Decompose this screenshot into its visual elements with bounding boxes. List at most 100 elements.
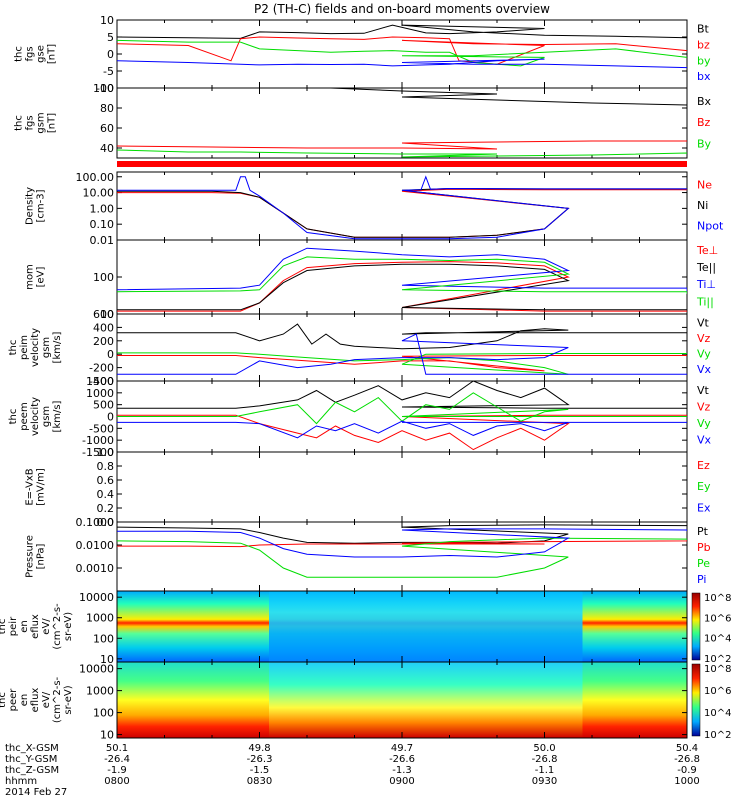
x-row-value: 0900 xyxy=(389,776,414,787)
y-axis-label-line: thc xyxy=(8,340,19,356)
y-axis-label-line: sr-eV) xyxy=(63,612,74,641)
y-axis-label: mom[eV] xyxy=(25,264,47,290)
legend-entry: Vy xyxy=(697,348,711,361)
colorbar-label: 10^2 xyxy=(704,730,731,741)
y-axis-label-line: eflux xyxy=(30,614,41,639)
legend-entry: Vz xyxy=(697,401,711,414)
legend-entry: Ex xyxy=(697,501,711,514)
colorbar-label-base: 10^4 xyxy=(704,708,731,719)
y-axis-label-line: Pressure xyxy=(25,535,36,578)
y-tick-label: 0 xyxy=(107,411,114,424)
legend-entry: Pt xyxy=(697,525,709,538)
y-tick-label: 1000 xyxy=(86,387,114,400)
y-tick-label: 0.2 xyxy=(97,502,115,515)
colorbar-label-base: 10^2 xyxy=(704,730,731,741)
legend-entry: Bt xyxy=(697,23,710,36)
status-bar xyxy=(117,161,687,167)
spectrogram-inner-region xyxy=(269,591,583,662)
legend-entry: Vt xyxy=(697,316,710,329)
y-tick-label: 0.6 xyxy=(97,474,115,487)
y-tick-label: 0 xyxy=(107,48,114,61)
y-axis-label-line: Density xyxy=(25,187,36,225)
y-tick-label: 0 xyxy=(107,348,114,361)
y-tick-label: 80 xyxy=(100,102,114,115)
y-axis-label-line: peer xyxy=(8,688,19,712)
y-axis-label: Density[cm-3] xyxy=(25,187,47,225)
legend-entry: Ey xyxy=(697,480,711,493)
colorbar-label-base: 10^6 xyxy=(704,613,731,624)
x-row-value: 1000 xyxy=(674,776,699,787)
legend-entry: Vt xyxy=(697,384,710,397)
y-tick-label: 40 xyxy=(100,142,114,155)
colorbar-label: 10^8 xyxy=(704,593,731,604)
y-axis-label-line: (cm^2-s- xyxy=(52,676,63,723)
x-row-value: -1.5 xyxy=(250,765,270,776)
y-axis-label-line: [nT] xyxy=(47,44,58,64)
colorbar-label-base: 10^8 xyxy=(704,664,731,675)
figure-title: P2 (TH-C) fields and on-board moments ov… xyxy=(254,2,550,16)
legend-entry: bz xyxy=(697,38,710,51)
x-row-label: thc_Z-GSM xyxy=(5,765,59,776)
y-axis-label-line: peir xyxy=(8,616,19,636)
y-axis-label-line: [km/s] xyxy=(52,400,63,432)
y-tick-label: 600 xyxy=(93,308,114,321)
y-tick-label: 0.8 xyxy=(97,460,115,473)
colorbar-label-base: 10^8 xyxy=(704,593,731,604)
y-axis-label-line: gsm xyxy=(36,112,47,133)
y-tick-label: 0.1000 xyxy=(76,516,115,529)
y-tick-label: 60 xyxy=(100,122,114,135)
y-tick-label: 100 xyxy=(93,271,114,284)
legend-entry: Ti|| xyxy=(696,295,714,308)
y-tick-label: 0.0010 xyxy=(76,562,115,575)
y-axis-label-line: eV/ xyxy=(41,618,52,635)
x-row-value: 50.0 xyxy=(533,743,555,754)
legend-entry: Pi xyxy=(697,573,706,586)
y-axis-label-line: en xyxy=(19,694,30,707)
y-axis-label-line: thc xyxy=(0,692,8,708)
y-axis-label: thcfgsgse[nT] xyxy=(14,44,58,64)
legend-entry: Vx xyxy=(697,434,712,447)
y-tick-label: 1000 xyxy=(86,685,114,698)
y-axis-label: E=-VxB[mV/m] xyxy=(25,468,47,506)
y-axis-label-line: gse xyxy=(36,45,47,63)
legend-entry: Vz xyxy=(697,332,711,345)
y-tick-label: 200 xyxy=(93,335,114,348)
y-tick-label: 100 xyxy=(93,632,114,645)
x-row-value: 0930 xyxy=(532,776,557,787)
y-axis-label-line: [cm-3] xyxy=(36,189,47,222)
y-axis-label-line: thc xyxy=(14,46,25,62)
y-axis-label-line: [mV/m] xyxy=(36,468,47,506)
colorbar-label-base: 10^4 xyxy=(704,634,731,645)
x-row-value: -26.6 xyxy=(389,754,415,765)
x-row-value: -1.3 xyxy=(392,765,412,776)
y-tick-label: 1.0 xyxy=(97,446,115,459)
y-axis-label-line: thc xyxy=(0,619,8,635)
y-axis-label-line: velocity xyxy=(30,328,41,367)
y-tick-label: 0.0100 xyxy=(76,539,115,552)
spectrogram-inner-region xyxy=(269,662,583,738)
y-axis-label: thcfgsgsm[nT] xyxy=(14,112,58,133)
y-axis-label-line: thc xyxy=(14,115,25,131)
y-axis-label-line: peem xyxy=(19,402,30,430)
x-row-value: 0830 xyxy=(247,776,272,787)
legend-entry: Vx xyxy=(697,363,712,376)
x-row-value: -26.8 xyxy=(674,754,700,765)
y-axis-label-line: thc xyxy=(8,409,19,425)
x-row-value: -0.9 xyxy=(677,765,697,776)
x-row-label: thc_Y-GSM xyxy=(5,754,57,765)
y-axis-label-line: mom xyxy=(25,264,36,290)
x-row-value: -1.9 xyxy=(107,765,127,776)
y-tick-label: 0.4 xyxy=(97,488,115,501)
y-tick-label: 100 xyxy=(93,707,114,720)
y-tick-label: 0.10 xyxy=(90,218,115,231)
x-row-value: 50.1 xyxy=(106,743,128,754)
y-tick-label: 0.01 xyxy=(90,234,115,247)
x-row-value: 49.8 xyxy=(248,743,270,754)
colorbar-strip xyxy=(692,593,700,660)
legend-entry: by xyxy=(697,54,711,67)
x-row-value: 49.7 xyxy=(391,743,413,754)
colorbar-label-base: 10^6 xyxy=(704,686,731,697)
y-axis-label-line: fgs xyxy=(25,46,36,61)
x-row-value: -26.4 xyxy=(104,754,130,765)
